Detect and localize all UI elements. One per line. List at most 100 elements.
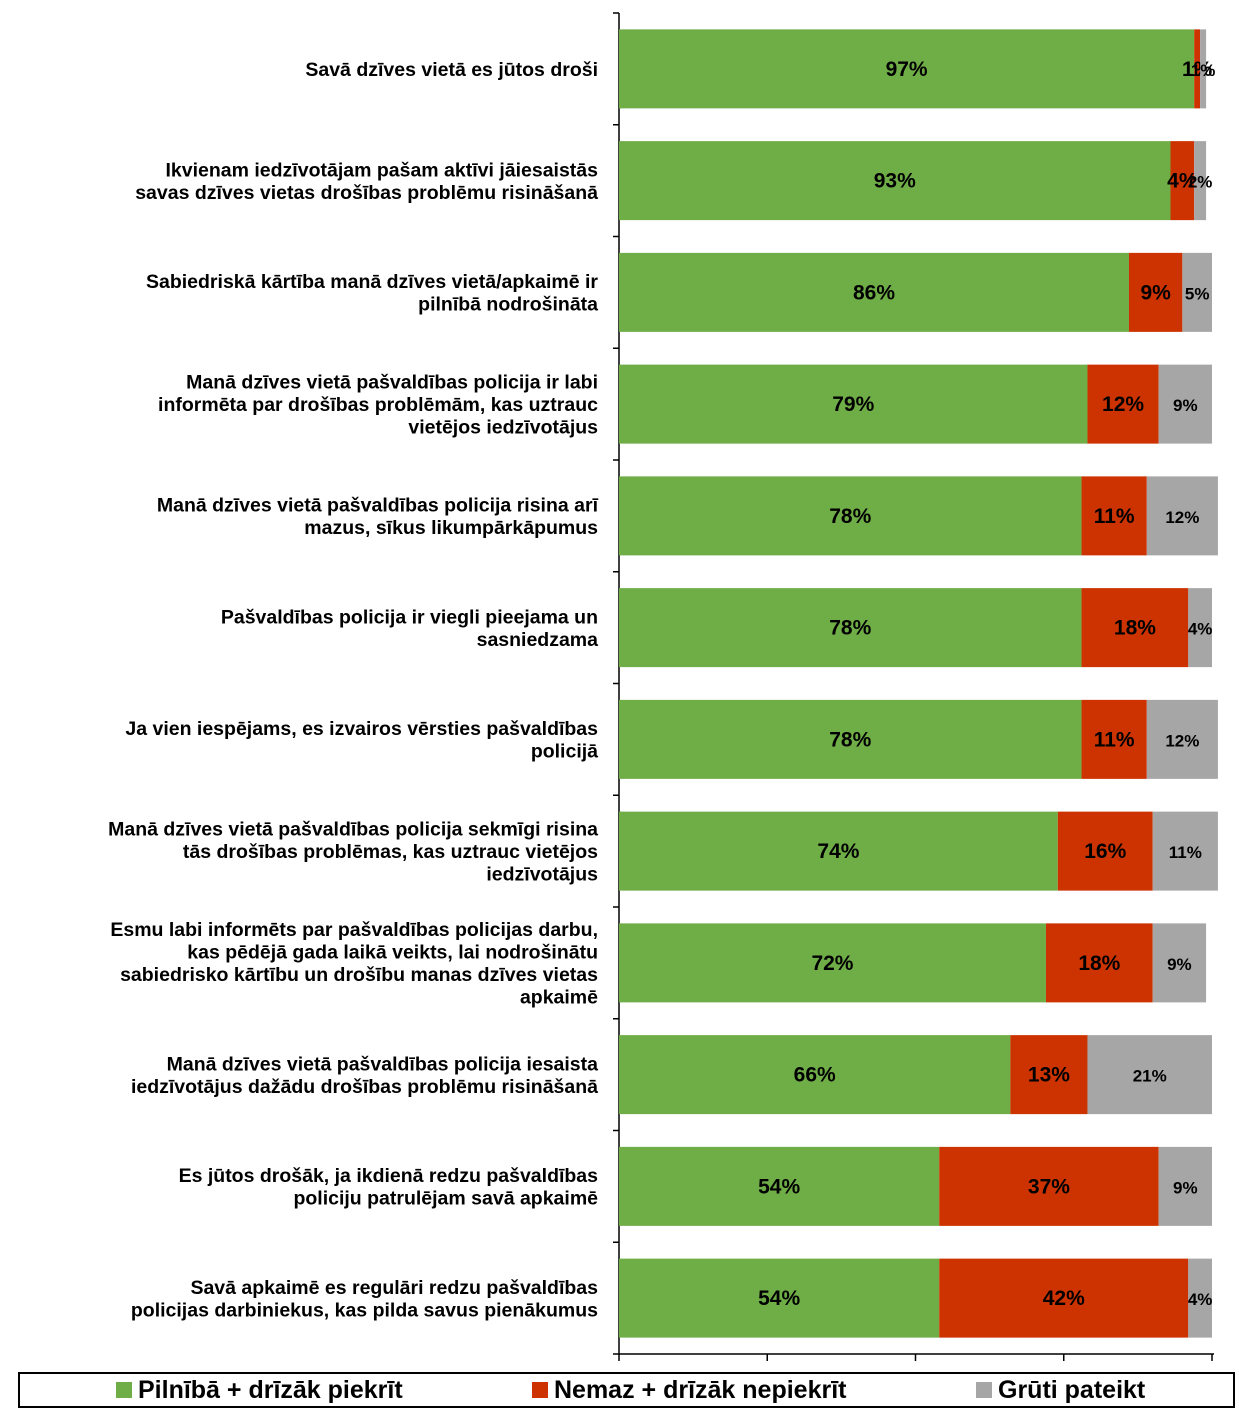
bar-segment-hard-to-say [1146, 699, 1218, 779]
bar-segment-hard-to-say [1188, 1258, 1212, 1338]
category-label-line: Manā dzīves vietā pašvaldības policija r… [157, 495, 599, 517]
bar-segment-hard-to-say [1188, 588, 1212, 668]
bar-segment-hard-to-say [1200, 29, 1207, 109]
data-label-hard-to-say: 9% [1167, 955, 1192, 974]
data-label-agree: 78% [829, 505, 871, 528]
bar-segment-hard-to-say [1182, 252, 1212, 332]
data-label-disagree: 4% [1167, 170, 1198, 193]
data-label-agree: 54% [758, 1175, 800, 1198]
category-label-line: sabiedrisko kārtību un drošību manas dzī… [120, 964, 598, 986]
category-label-line: Savā apkaimē es regulāri redzu pašvaldīb… [190, 1277, 598, 1299]
bar-segment-disagree [1081, 476, 1147, 556]
data-label-hard-to-say: 4% [1188, 620, 1213, 639]
category-label: Manā dzīves vietā pašvaldības policija s… [108, 819, 598, 886]
data-label-hard-to-say: 1% [1191, 61, 1216, 80]
data-label-disagree: 18% [1078, 952, 1120, 975]
bar-segment-disagree [1081, 699, 1147, 779]
chart-legend: Pilnībā + drīzāk piekrīt Nemaz + drīzāk … [18, 1372, 1235, 1408]
bar-segment-agree [619, 1258, 940, 1338]
data-label-agree: 79% [832, 393, 874, 416]
data-label-disagree: 12% [1102, 393, 1144, 416]
category-label-line: informēta par drošības problēmām, kas uz… [158, 394, 598, 416]
bar-segment-disagree [1057, 811, 1153, 891]
bar-segment-disagree [939, 1258, 1189, 1338]
category-labels-layer: Savā dzīves vietā es jūtos droši Ikvienam… [108, 59, 598, 1322]
legend-item-disagree: Nemaz + drīzāk nepiekrīt [532, 1374, 846, 1406]
data-label-disagree: 11% [1094, 505, 1135, 528]
data-label-hard-to-say: 12% [1165, 731, 1199, 750]
bar-segment-agree [619, 476, 1082, 556]
data-label-disagree: 42% [1043, 1287, 1085, 1310]
data-label-disagree: 16% [1084, 840, 1126, 863]
legend-swatch-agree [116, 1382, 132, 1398]
category-label: Manā dzīves vietā pašvaldības policija r… [157, 495, 599, 540]
data-label-agree: 74% [817, 840, 859, 863]
category-label-line: savas dzīves vietas drošības problēmu ri… [135, 182, 598, 204]
data-label-agree: 54% [758, 1287, 800, 1310]
category-label-line: Ja vien iespējams, es izvairos vērsties … [125, 718, 598, 740]
data-label-hard-to-say: 9% [1173, 396, 1198, 415]
bar-segment-agree [619, 811, 1058, 891]
data-label-hard-to-say: 21% [1133, 1067, 1167, 1086]
data-label-hard-to-say: 4% [1188, 1290, 1213, 1309]
data-label-hard-to-say: 2% [1188, 173, 1213, 192]
bar-segment-hard-to-say [1158, 1146, 1212, 1226]
data-label-disagree: 9% [1140, 281, 1171, 304]
data-label-disagree: 37% [1028, 1175, 1070, 1198]
bar-segment-agree [619, 588, 1082, 668]
category-label-line: policijas darbiniekus, kas pilda savus p… [131, 1299, 598, 1321]
bar-segment-agree [619, 141, 1171, 221]
category-label-line: Ikvienam iedzīvotājam pašam aktīvi jāies… [166, 159, 599, 181]
bar-segment-agree [619, 1146, 940, 1226]
data-label-agree: 72% [811, 952, 853, 975]
legend-item-agree: Pilnībā + drīzāk piekrīt [116, 1374, 403, 1406]
data-label-agree: 86% [853, 281, 895, 304]
legend-label-agree: Pilnībā + drīzāk piekrīt [138, 1375, 403, 1404]
category-label-line: Pašvaldības policija ir viegli pieejama … [221, 606, 598, 628]
bar-segment-hard-to-say [1152, 811, 1218, 891]
category-label-line: Manā dzīves vietā pašvaldības policija i… [186, 372, 598, 394]
bar-segment-hard-to-say [1087, 1035, 1212, 1115]
category-label-line: Sabiedriskā kārtība manā dzīves vietā/ap… [146, 271, 598, 293]
legend-label-hard-to-say: Grūti pateikt [998, 1375, 1146, 1404]
bar-segment-disagree [1194, 29, 1201, 109]
category-label-line: Es jūtos drošāk, ja ikdienā redzu pašval… [179, 1165, 599, 1187]
bar-segment-agree [619, 364, 1088, 444]
category-label: Savā apkaimē es regulāri redzu pašvaldīb… [131, 1277, 598, 1322]
category-label: Ja vien iespējams, es izvairos vērsties … [125, 718, 598, 763]
bar-segment-disagree [1081, 588, 1189, 668]
category-label-line: policiju patrulējam savā apkaimē [293, 1188, 598, 1210]
category-label: Manā dzīves vietā pašvaldības policija i… [158, 372, 598, 439]
data-label-disagree: 11% [1094, 728, 1135, 751]
category-label: Ikvienam iedzīvotājam pašam aktīvi jāies… [135, 159, 598, 204]
data-label-agree: 78% [829, 617, 871, 640]
data-label-hard-to-say: 9% [1173, 1178, 1198, 1197]
bar-segment-hard-to-say [1152, 923, 1207, 1003]
category-label-line: pilnībā nodrošināta [418, 294, 598, 316]
legend-label-disagree: Nemaz + drīzāk nepiekrīt [554, 1375, 847, 1404]
bar-segment-hard-to-say [1146, 476, 1218, 556]
data-label-agree: 66% [794, 1064, 836, 1087]
category-label-line: Manā dzīves vietā pašvaldības policija s… [108, 819, 598, 841]
category-label-line: Esmu labi informēts par pašvaldības poli… [110, 919, 598, 941]
bar-segment-hard-to-say [1158, 364, 1212, 444]
axis-layer [613, 12, 1214, 1361]
legend-swatch-disagree [532, 1382, 548, 1398]
category-label-line: kas pēdējā gada laikā veikts, lai nodroš… [187, 942, 598, 964]
legend-item-hard-to-say: Grūti pateikt [976, 1374, 1145, 1406]
category-label: Esmu labi informēts par pašvaldības poli… [110, 919, 598, 1009]
category-label-line: vietējos iedzīvotājus [408, 417, 598, 439]
data-label-agree: 78% [829, 728, 871, 751]
bar-segment-disagree [1045, 923, 1153, 1003]
category-label: Es jūtos drošāk, ja ikdienā redzu pašval… [179, 1165, 599, 1210]
bar-segment-disagree [1010, 1035, 1088, 1115]
legend-swatch-hard-to-say [976, 1382, 992, 1398]
data-label-disagree: 18% [1114, 617, 1156, 640]
data-label-agree: 97% [886, 58, 928, 81]
category-label: Manā dzīves vietā pašvaldības policija i… [131, 1053, 598, 1098]
bar-segment-agree [619, 923, 1046, 1003]
bar-segment-agree [619, 1035, 1011, 1115]
category-label: Pašvaldības policija ir viegli pieejama … [221, 606, 598, 651]
category-label-line: tās drošības problēmas, kas uztrauc viet… [183, 841, 598, 863]
data-label-disagree: 13% [1028, 1064, 1070, 1087]
